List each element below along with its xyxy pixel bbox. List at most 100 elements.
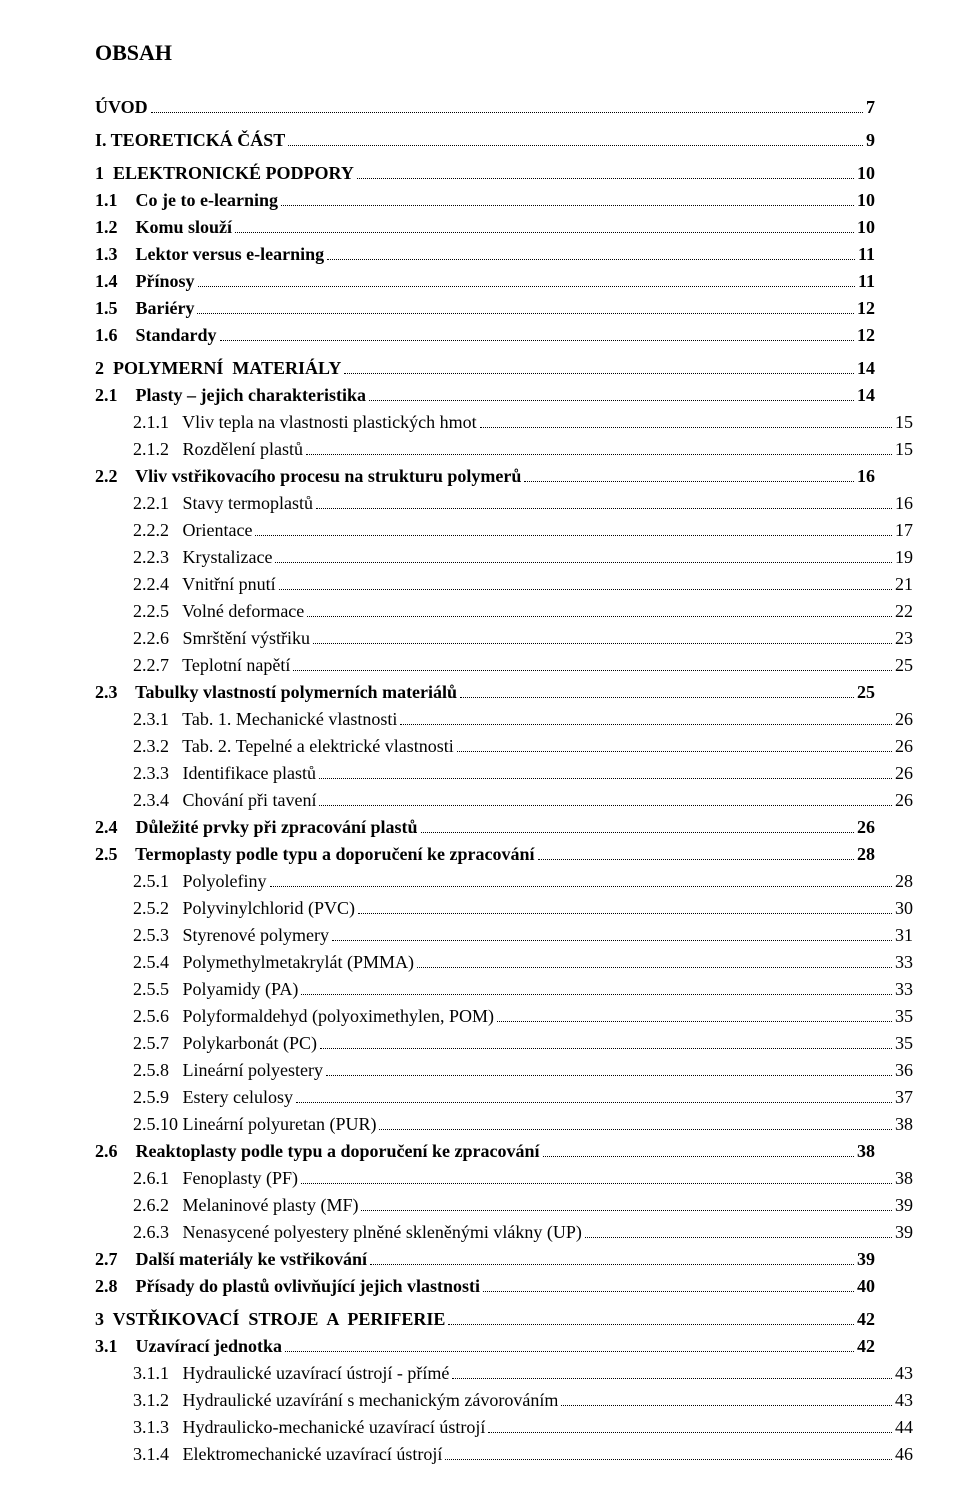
toc-entry-page: 26 (895, 733, 913, 760)
toc-entry-label: 1.4 Přínosy (95, 268, 195, 295)
toc-entry-page: 26 (895, 706, 913, 733)
toc-entry-page: 44 (895, 1414, 913, 1441)
toc-entry-page: 11 (858, 268, 875, 295)
toc-entry-page: 43 (895, 1387, 913, 1414)
toc-entry-label: 2.2.6 Smrštění výstřiku (133, 625, 310, 652)
toc-dot-leader (275, 562, 892, 563)
toc-dot-leader (585, 1237, 892, 1238)
toc-dot-leader (293, 670, 892, 671)
toc-entry-label: 2.2.7 Teplotní napětí (133, 652, 290, 679)
toc-dot-leader (452, 1378, 892, 1379)
toc-entry-page: 31 (895, 922, 913, 949)
toc-dot-leader (369, 400, 854, 401)
toc-entry-page: 35 (895, 1030, 913, 1057)
toc-entry-page: 26 (895, 760, 913, 787)
toc-entry-label: 3.1.2 Hydraulické uzavírání s mechanický… (133, 1387, 558, 1414)
toc-entry-page: 7 (866, 94, 875, 121)
toc-entry: 2.2.7 Teplotní napětí25 (95, 652, 913, 679)
toc-entry-page: 23 (895, 625, 913, 652)
toc-dot-leader (344, 373, 854, 374)
toc-dot-leader (319, 778, 892, 779)
toc-entry: 2.5.2 Polyvinylchlorid (PVC)30 (95, 895, 913, 922)
toc-dot-leader (235, 232, 854, 233)
toc-entry-label: 2.5 Termoplasty podle typu a doporučení … (95, 841, 535, 868)
toc-entry: ÚVOD 7 (95, 94, 875, 121)
toc-entry-page: 43 (895, 1360, 913, 1387)
toc-entry-label: ÚVOD (95, 94, 148, 121)
toc-entry-label: 2.5.4 Polymethylmetakrylát (PMMA) (133, 949, 414, 976)
toc-entry-page: 10 (857, 160, 875, 187)
toc-entry-page: 40 (857, 1273, 875, 1300)
toc-entry: 1.3 Lektor versus e-learning11 (95, 241, 875, 268)
toc-dot-leader (400, 724, 892, 725)
toc-entry-label: 1.6 Standardy (95, 322, 217, 349)
toc-entry-page: 42 (857, 1333, 875, 1360)
toc-entry-label: 3 VSTŘIKOVACÍ STROJE A PERIFERIE (95, 1306, 445, 1333)
toc-entry-page: 16 (895, 490, 913, 517)
toc-entry-label: 2.1 Plasty – jejich charakteristika (95, 382, 366, 409)
toc-entry-label: 3.1 Uzavírací jednotka (95, 1333, 282, 1360)
toc-entry-label: 3.1.4 Elektromechanické uzavírací ústroj… (133, 1441, 442, 1468)
toc-entry: 2.4 Důležité prvky při zpracování plastů… (95, 814, 875, 841)
toc-entry-page: 30 (895, 895, 913, 922)
toc-entry: 2.3.3 Identifikace plastů26 (95, 760, 913, 787)
toc-dot-leader (448, 1324, 854, 1325)
toc-entry-label: 2.6.2 Melaninové plasty (MF) (133, 1192, 358, 1219)
toc-dot-leader (301, 1183, 892, 1184)
toc-entry: 2.5.1 Polyolefiny28 (95, 868, 913, 895)
toc-dot-leader (480, 427, 892, 428)
toc-entry-page: 28 (857, 841, 875, 868)
toc-entry-label: 2.5.1 Polyolefiny (133, 868, 267, 895)
toc-entry: 2.5.5 Polyamidy (PA)33 (95, 976, 913, 1003)
toc-dot-leader (483, 1291, 854, 1292)
toc-entry-label: 2.5.8 Lineární polyestery (133, 1057, 323, 1084)
toc-entry-page: 33 (895, 949, 913, 976)
toc-entry: 2.5.10 Lineární polyuretan (PUR)38 (95, 1111, 913, 1138)
table-of-contents: ÚVOD7I. TEORETICKÁ ČÁST91 ELEKTRONICKÉ P… (95, 94, 875, 1468)
toc-dot-leader (281, 205, 854, 206)
toc-dot-leader (445, 1459, 892, 1460)
toc-entry-label: 2.2.3 Krystalizace (133, 544, 272, 571)
toc-entry-page: 10 (857, 187, 875, 214)
toc-entry-page: 15 (895, 436, 913, 463)
toc-entry: 3.1.1 Hydraulické uzavírací ústrojí - př… (95, 1360, 913, 1387)
toc-dot-leader (319, 805, 892, 806)
document-page: OBSAH ÚVOD7I. TEORETICKÁ ČÁST91 ELEKTRON… (0, 0, 960, 1508)
toc-entry-page: 26 (895, 787, 913, 814)
toc-dot-leader (301, 994, 892, 995)
toc-entry: 2.6 Reaktoplasty podle typu a doporučení… (95, 1138, 875, 1165)
toc-entry-page: 9 (866, 127, 875, 154)
toc-entry: 2.6.3 Nenasycené polyestery plněné sklen… (95, 1219, 913, 1246)
toc-entry-page: 36 (895, 1057, 913, 1084)
toc-entry-page: 39 (857, 1246, 875, 1273)
toc-dot-leader (497, 1021, 892, 1022)
toc-entry-page: 15 (895, 409, 913, 436)
toc-dot-leader (320, 1048, 892, 1049)
toc-entry: 2.3 Tabulky vlastností polymerních mater… (95, 679, 875, 706)
toc-entry-label: 2.6.1 Fenoplasty (PF) (133, 1165, 298, 1192)
toc-entry: 3.1.2 Hydraulické uzavírání s mechanický… (95, 1387, 913, 1414)
toc-entry-page: 33 (895, 976, 913, 1003)
toc-dot-leader (288, 145, 863, 146)
toc-entry-label: 2.5.3 Styrenové polymery (133, 922, 329, 949)
toc-entry-page: 38 (895, 1111, 913, 1138)
toc-entry: 2.1.2 Rozdělení plastů15 (95, 436, 913, 463)
toc-entry-page: 38 (857, 1138, 875, 1165)
toc-entry: 2.1.1 Vliv tepla na vlastnosti plastický… (95, 409, 913, 436)
toc-entry-page: 39 (895, 1219, 913, 1246)
toc-dot-leader (151, 112, 863, 113)
toc-dot-leader (326, 1075, 892, 1076)
toc-entry-label: 1.5 Bariéry (95, 295, 194, 322)
toc-entry-label: 2.8 Přísady do plastů ovlivňující jejich… (95, 1273, 480, 1300)
toc-entry-page: 26 (857, 814, 875, 841)
toc-dot-leader (327, 259, 855, 260)
toc-entry: 2.5.3 Styrenové polymery 31 (95, 922, 913, 949)
toc-dot-leader (316, 508, 892, 509)
toc-entry: 2.2.1 Stavy termoplastů16 (95, 490, 913, 517)
toc-dot-leader (361, 1210, 892, 1211)
toc-dot-leader (220, 340, 854, 341)
toc-entry-page: 12 (857, 295, 875, 322)
toc-entry-label: 2.1.1 Vliv tepla na vlastnosti plastický… (133, 409, 477, 436)
toc-entry: 2.2.4 Vnitřní pnutí21 (95, 571, 913, 598)
toc-entry-page: 17 (895, 517, 913, 544)
